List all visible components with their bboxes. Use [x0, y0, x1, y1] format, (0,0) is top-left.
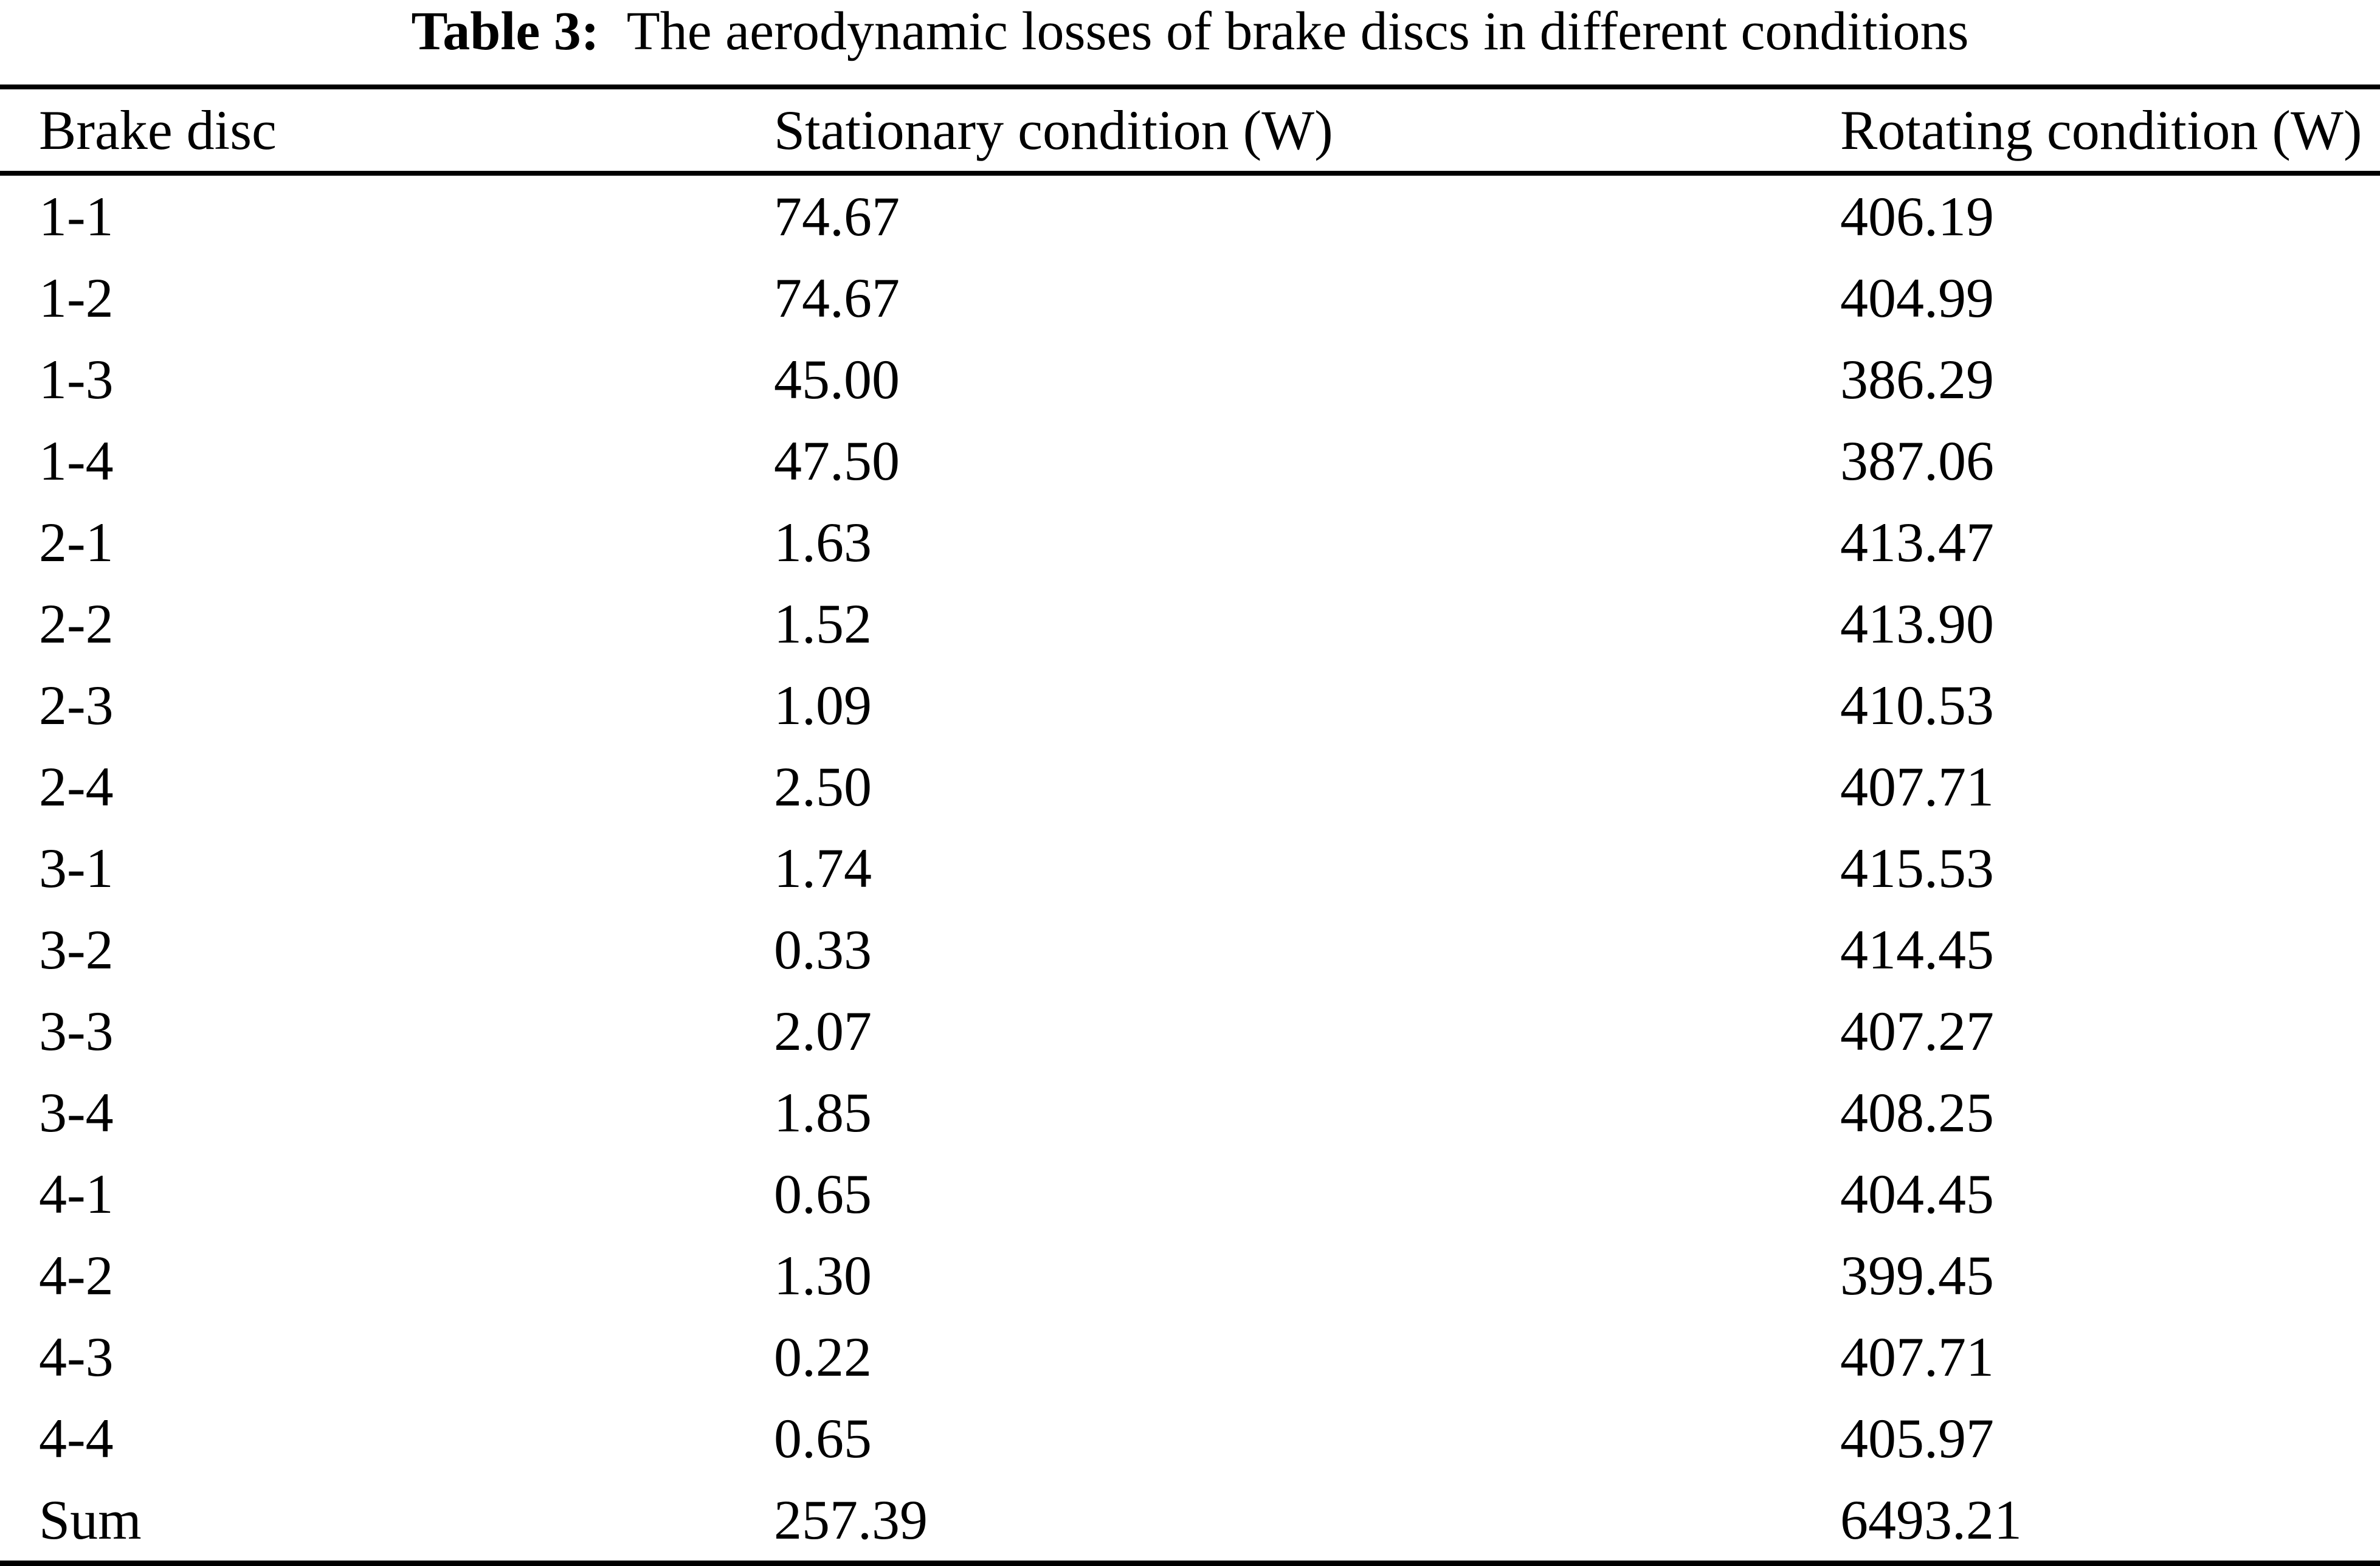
- rotating-value-cell: 386.29: [1840, 348, 1994, 410]
- stationary-value-cell: 0.65: [774, 1407, 872, 1469]
- stationary-value-cell: 1.85: [774, 1081, 872, 1143]
- disc-cell: 2-4: [39, 756, 114, 818]
- col-header-rotating-condition: Rotating condition (W): [1840, 99, 2362, 161]
- disc-cell: 3-3: [39, 1000, 114, 1062]
- rotating-value-cell: 405.97: [1840, 1407, 1994, 1469]
- disc-cell: 4-3: [39, 1326, 114, 1388]
- table-row: Sum 257.39 6493.21: [0, 1479, 2380, 1564]
- table-row: 3-3 2.07 407.27: [0, 990, 2380, 1072]
- stationary-value-cell: 257.39: [774, 1489, 928, 1551]
- rotating-value-cell: 407.71: [1840, 756, 1994, 818]
- rotating-value-cell: 415.53: [1840, 837, 1994, 899]
- rotating-value-cell: 404.99: [1840, 267, 1994, 329]
- caption-title: The aerodynamic losses of brake discs in…: [626, 1, 1969, 61]
- disc-cell: 1-3: [39, 348, 114, 410]
- aerodynamic-losses-table: Brake disc Stationary condition (W) Rota…: [0, 85, 2380, 1566]
- table-body: 1-1 74.67 406.19 1-2 74.67 404.99 1-3 45.00 386.…: [0, 173, 2380, 1564]
- rotating-value-cell: 408.25: [1840, 1081, 1994, 1143]
- table-row: 1-4 47.50 387.06: [0, 420, 2380, 502]
- disc-cell: 2-3: [39, 674, 114, 736]
- stationary-value-cell: 45.00: [774, 348, 900, 410]
- stationary-value-cell: 1.30: [774, 1244, 872, 1306]
- rotating-value-cell: 406.19: [1840, 185, 1994, 247]
- rotating-value-cell: 407.71: [1840, 1326, 1994, 1388]
- stationary-value-cell: 2.50: [774, 756, 872, 818]
- table-row: 4-4 0.65 405.97: [0, 1398, 2380, 1479]
- stationary-value-cell: 47.50: [774, 430, 900, 492]
- rotating-value-cell: 414.45: [1840, 919, 1994, 981]
- disc-cell: 3-2: [39, 919, 114, 981]
- table-row: 2-3 1.09 410.53: [0, 664, 2380, 746]
- table-row: 2-4 2.50 407.71: [0, 746, 2380, 827]
- header-row: Brake disc Stationary condition (W) Rota…: [0, 87, 2380, 173]
- stationary-value-cell: 74.67: [774, 267, 900, 329]
- table-row: 2-1 1.63 413.47: [0, 502, 2380, 583]
- rotating-value-cell: 407.27: [1840, 1000, 1994, 1062]
- disc-cell: 2-1: [39, 511, 114, 573]
- stationary-value-cell: 1.63: [774, 511, 872, 573]
- table-row: 1-1 74.67 406.19: [0, 173, 2380, 257]
- col-header-brake-disc: Brake disc: [39, 99, 277, 161]
- table-caption: Table 3: The aerodynamic losses of brake …: [0, 1, 2380, 61]
- disc-cell: 1-4: [39, 430, 114, 492]
- table-row: 1-2 74.67 404.99: [0, 257, 2380, 339]
- table-row: 3-4 1.85 408.25: [0, 1072, 2380, 1153]
- stationary-value-cell: 1.09: [774, 674, 872, 736]
- table-row: 3-1 1.74 415.53: [0, 827, 2380, 909]
- table-row: 4-3 0.22 407.71: [0, 1316, 2380, 1398]
- rotating-value-cell: 413.90: [1840, 593, 1994, 655]
- rotating-value-cell: 399.45: [1840, 1244, 1994, 1306]
- rotating-value-cell: 404.45: [1840, 1163, 1994, 1225]
- stationary-value-cell: 74.67: [774, 185, 900, 247]
- table-row: 4-2 1.30 399.45: [0, 1235, 2380, 1316]
- stationary-value-cell: 2.07: [774, 1000, 872, 1062]
- rotating-value-cell: 6493.21: [1840, 1489, 2022, 1551]
- rotating-value-cell: 410.53: [1840, 674, 1994, 736]
- stationary-value-cell: 1.52: [774, 593, 872, 655]
- table-row: 2-2 1.52 413.90: [0, 583, 2380, 664]
- disc-cell: 1-1: [39, 185, 114, 247]
- stationary-value-cell: 0.65: [774, 1163, 872, 1225]
- stationary-value-cell: 1.74: [774, 837, 872, 899]
- table-row: 4-1 0.65 404.45: [0, 1153, 2380, 1235]
- disc-cell: 3-1: [39, 837, 114, 899]
- table-row: 3-2 0.33 414.45: [0, 909, 2380, 990]
- stationary-value-cell: 0.33: [774, 919, 872, 981]
- disc-cell: 4-1: [39, 1163, 114, 1225]
- disc-cell: 1-2: [39, 267, 114, 329]
- disc-cell: 2-2: [39, 593, 114, 655]
- table-row: 1-3 45.00 386.29: [0, 339, 2380, 420]
- disc-cell: 4-4: [39, 1407, 114, 1469]
- caption-label: Table 3:: [411, 1, 599, 61]
- disc-cell: 3-4: [39, 1081, 114, 1143]
- col-header-stationary-condition: Stationary condition (W): [774, 99, 1333, 161]
- rotating-value-cell: 413.47: [1840, 511, 1994, 573]
- stationary-value-cell: 0.22: [774, 1326, 872, 1388]
- rotating-value-cell: 387.06: [1840, 430, 1994, 492]
- disc-cell: 4-2: [39, 1244, 114, 1306]
- disc-cell: Sum: [39, 1489, 142, 1551]
